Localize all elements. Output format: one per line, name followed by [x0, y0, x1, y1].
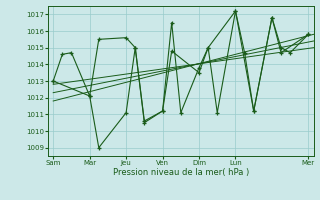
- X-axis label: Pression niveau de la mer( hPa ): Pression niveau de la mer( hPa ): [113, 168, 249, 177]
